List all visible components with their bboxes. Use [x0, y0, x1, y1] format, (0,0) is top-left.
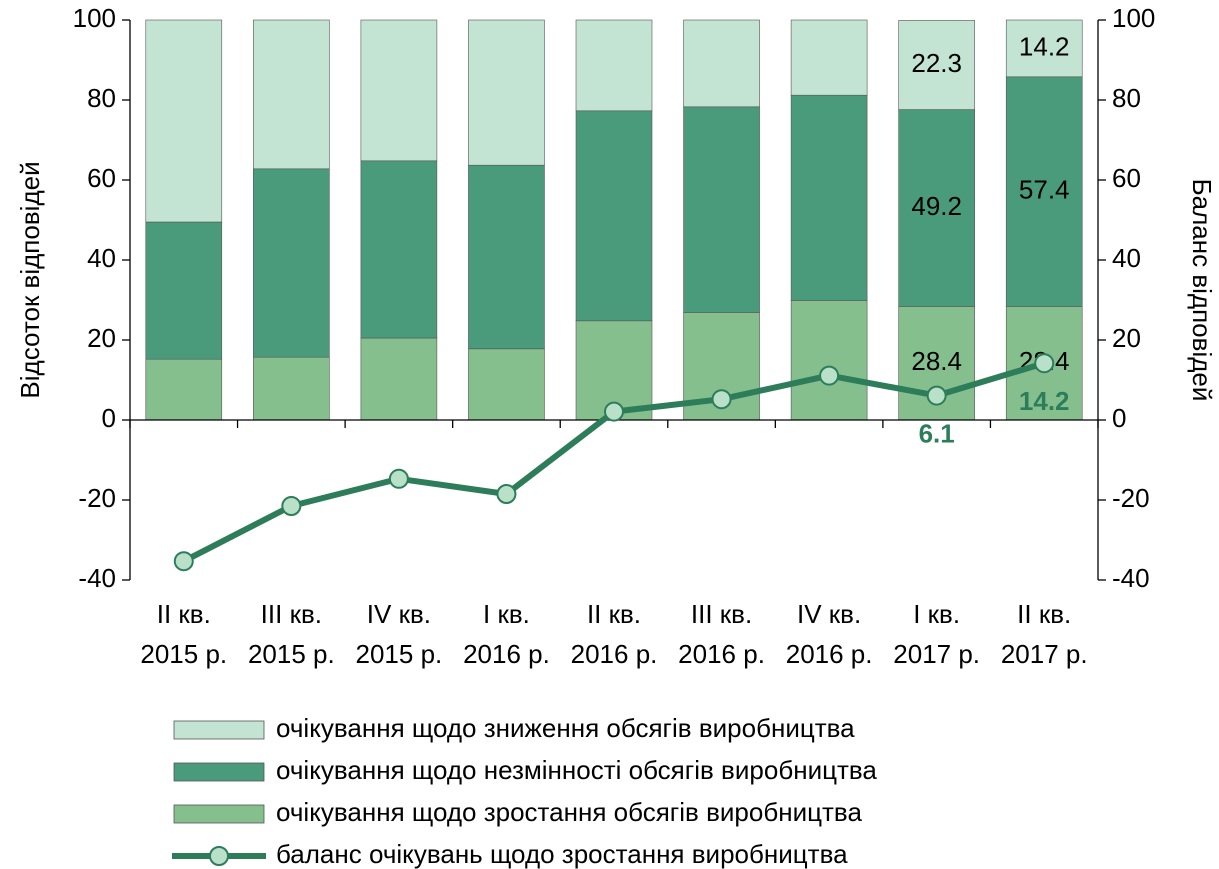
- legend-label: очікування щодо зростання обсягів виробн…: [276, 797, 862, 827]
- bar-segment: [683, 106, 760, 313]
- y-tick-label: -40: [78, 563, 116, 593]
- bar-segment: [253, 168, 330, 358]
- data-label: 49.2: [911, 191, 962, 221]
- y2-tick-label: 80: [1112, 83, 1141, 113]
- balance-marker: [1034, 353, 1055, 374]
- y-axis-label: Відсоток відповідей: [15, 161, 45, 398]
- bar-segment: [145, 221, 223, 360]
- x-tick-label: 2016 р.: [678, 639, 765, 669]
- bar-segment: [790, 19, 868, 96]
- y2-tick-label: 40: [1112, 243, 1141, 273]
- balance-marker: [926, 385, 947, 406]
- bar-segment: [898, 20, 975, 110]
- bar-segment: [790, 94, 868, 301]
- x-tick-label: IV кв.: [797, 599, 861, 629]
- legend-label: баланс очікувань щодо зростання виробниц…: [276, 839, 848, 869]
- data-label: 28.4: [911, 346, 962, 376]
- x-tick-label: II кв.: [1017, 599, 1071, 629]
- x-tick-label: III кв.: [691, 599, 752, 629]
- balance-marker: [819, 365, 840, 386]
- x-tick-label: 2017 р.: [1001, 639, 1088, 669]
- y-tick-label: 40: [87, 243, 116, 273]
- x-tick-label: I кв.: [913, 599, 960, 629]
- bar-segment: [683, 19, 760, 108]
- bar-segment: [468, 19, 545, 166]
- bar-segment: [468, 164, 545, 350]
- y-tick-label: 20: [87, 323, 116, 353]
- x-tick-label: II кв.: [587, 599, 641, 629]
- balance-marker: [281, 496, 302, 516]
- balance-label: 6.1: [919, 418, 955, 448]
- x-tick-label: 2016 р.: [463, 639, 550, 669]
- x-tick-label: I кв.: [483, 599, 530, 629]
- balance-marker: [496, 484, 517, 504]
- x-tick-label: IV кв.: [367, 599, 431, 629]
- x-tick-label: 2017 р.: [893, 639, 980, 669]
- legend-swatch: [173, 720, 265, 740]
- y-tick-label: 0: [102, 403, 116, 433]
- legend-label: очікування щодо зниження обсягів виробни…: [276, 713, 855, 743]
- bar-segment: [898, 109, 975, 307]
- data-label: 57.4: [1019, 174, 1070, 204]
- legend-swatch: [173, 762, 265, 782]
- bar-segment: [360, 160, 438, 339]
- x-tick-label: III кв.: [261, 599, 322, 629]
- balance-marker: [388, 468, 409, 489]
- balance-marker: [604, 401, 624, 422]
- bar-segment: [468, 348, 545, 421]
- x-tick-label: 2015 р.: [356, 639, 443, 669]
- balance-marker: [711, 389, 732, 410]
- y2-tick-label: 60: [1112, 163, 1141, 193]
- bar-segment: [253, 19, 330, 170]
- balance-marker: [173, 551, 194, 572]
- x-tick-label: 2016 р.: [786, 639, 873, 669]
- data-label: 14.2: [1019, 31, 1070, 61]
- y2-tick-label: 20: [1112, 323, 1141, 353]
- y2-tick-label: 0: [1112, 403, 1126, 433]
- bar-segment: [145, 19, 223, 223]
- bar-segment: [253, 356, 330, 421]
- y-tick-label: 100: [73, 3, 116, 33]
- bar-segment: [790, 300, 868, 421]
- y2-tick-label: -40: [1112, 563, 1150, 593]
- y-tick-label: 60: [87, 163, 116, 193]
- x-tick-label: 2015 р.: [140, 639, 227, 669]
- y2-tick-label: 100: [1112, 3, 1155, 33]
- legend-marker: [209, 846, 229, 866]
- legend-label: очікування щодо незмінності обсягів виро…: [276, 755, 877, 785]
- bar-segment: [1005, 19, 1083, 78]
- legend-swatch: [173, 804, 265, 824]
- data-label: 22.3: [911, 48, 962, 78]
- y2-axis-label: Баланс відповідей: [1187, 179, 1217, 402]
- y-tick-label: 80: [87, 83, 116, 113]
- bar-segment: [145, 358, 223, 421]
- bar-segment: [360, 19, 438, 162]
- balance-label: 14.2: [1019, 386, 1070, 416]
- x-tick-label: 2016 р.: [571, 639, 658, 669]
- y-tick-label: -20: [78, 483, 116, 513]
- bar-segment: [575, 19, 653, 112]
- x-tick-label: 2015 р.: [248, 639, 335, 669]
- y2-tick-label: -20: [1112, 483, 1150, 513]
- bar-segment: [1005, 76, 1083, 307]
- x-tick-label: II кв.: [157, 599, 211, 629]
- bar-segment: [360, 337, 438, 421]
- bar-segment: [575, 110, 653, 322]
